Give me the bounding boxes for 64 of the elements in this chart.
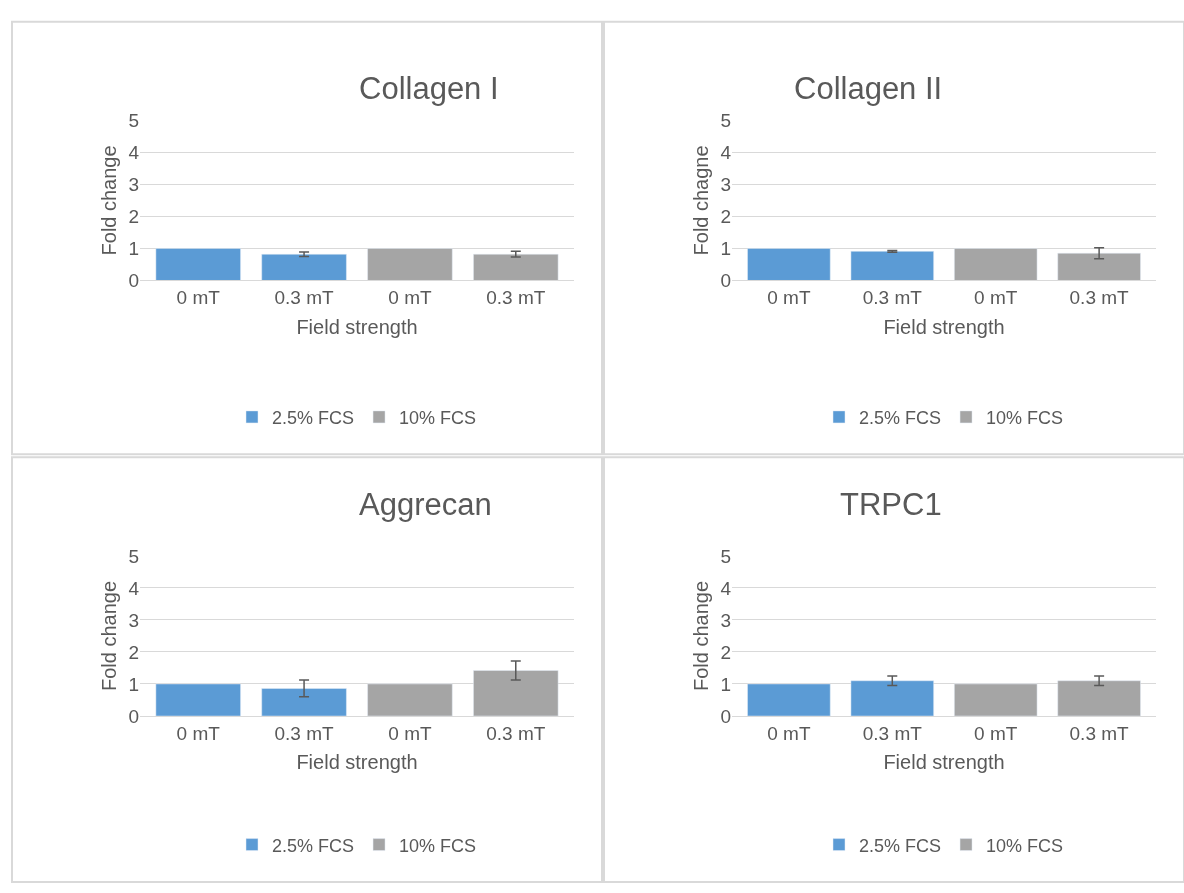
x-tick-label: 0.3 mT — [862, 722, 923, 744]
y-tick-label: 0 — [128, 270, 139, 292]
x-tick-label: 0 mT — [388, 287, 432, 309]
legend-label: 2.5% FCS — [859, 835, 942, 856]
y-axis-title: Fold change — [97, 145, 120, 256]
y-axis-title: Fold change — [97, 580, 120, 691]
x-axis-title: Field strength — [296, 315, 418, 338]
y-tick-label: 3 — [720, 609, 731, 631]
bar — [155, 683, 241, 716]
x-axis-title: Field strength — [883, 751, 1005, 774]
y-tick-label: 0 — [720, 705, 731, 727]
y-tick-label: 0 — [128, 705, 139, 727]
x-tick-label: 0 mT — [176, 722, 221, 744]
x-tick-label: 0.3 mT — [1069, 287, 1130, 309]
y-tick-label: 4 — [128, 577, 140, 599]
x-tick-label: 0.3 mT — [486, 287, 546, 309]
y-tick-label: 0 — [720, 270, 731, 292]
legend-label: 10% FCS — [986, 407, 1064, 428]
x-tick-label: 0 mT — [974, 287, 1018, 309]
x-tick-label: 0 mT — [974, 722, 1018, 744]
x-tick-label: 0 mT — [388, 722, 432, 744]
y-tick-label: 5 — [720, 109, 731, 131]
bar — [367, 683, 453, 716]
legend-label: 10% FCS — [986, 835, 1064, 856]
y-tick-label: 1 — [128, 673, 139, 695]
y-tick-label: 1 — [720, 673, 731, 695]
chart-title: Aggrecan — [359, 487, 492, 522]
legend-label: 10% FCS — [399, 835, 477, 856]
x-axis-title: Field strength — [296, 751, 418, 774]
x-axis-title: Field strength — [883, 315, 1005, 338]
y-tick-label: 2 — [720, 641, 731, 663]
x-tick-label: 0.3 mT — [1069, 722, 1130, 744]
y-axis-title: Fold chagne — [689, 145, 712, 256]
y-tick-label: 1 — [720, 238, 731, 260]
y-tick-label: 1 — [128, 238, 139, 260]
legend-label: 2.5% FCS — [272, 407, 355, 428]
y-tick-label: 5 — [128, 109, 139, 131]
y-tick-label: 4 — [720, 577, 732, 599]
y-tick-label: 2 — [128, 641, 139, 663]
legend-label: 2.5% FCS — [859, 407, 942, 428]
x-tick-label: 0.3 mT — [486, 722, 546, 744]
y-tick-label: 2 — [720, 206, 731, 228]
x-tick-label: 0.3 mT — [274, 722, 335, 744]
chart-title: Collagen II — [794, 71, 943, 106]
chart-title: TRPC1 — [840, 487, 942, 522]
y-tick-label: 3 — [128, 174, 139, 196]
bar — [473, 670, 559, 716]
x-tick-label: 0 mT — [176, 287, 221, 309]
y-tick-label: 3 — [720, 174, 731, 196]
y-tick-label: 5 — [720, 545, 731, 567]
chart-title: Collagen I — [359, 71, 499, 106]
bar — [261, 688, 347, 716]
legend-label: 2.5% FCS — [272, 835, 355, 856]
x-tick-label: 0 mT — [767, 722, 811, 744]
legend-label: 10% FCS — [399, 407, 477, 428]
y-tick-label: 3 — [128, 609, 139, 631]
y-tick-label: 5 — [128, 545, 139, 567]
y-axis-title: Fold change — [689, 580, 712, 691]
x-tick-label: 0.3 mT — [862, 287, 923, 309]
y-tick-label: 4 — [720, 142, 732, 164]
x-tick-label: 0.3 mT — [274, 287, 335, 309]
x-tick-label: 0 mT — [767, 287, 811, 309]
y-tick-label: 2 — [128, 206, 139, 228]
y-tick-label: 4 — [128, 142, 140, 164]
